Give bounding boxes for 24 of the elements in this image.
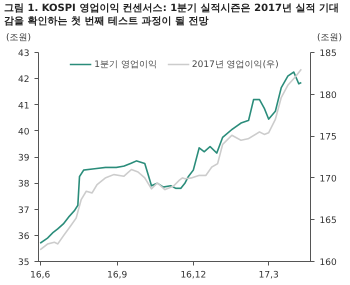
y-tick-label: 38 <box>18 180 30 190</box>
y2-tick-label: 185 <box>320 49 337 59</box>
y-tick-label: 39 <box>18 154 30 164</box>
x-tick-label: 16,6 <box>30 270 50 280</box>
x-tick-label: 16,12 <box>180 270 206 280</box>
chart-title: 그림 1. KOSPI 영업이익 컨센서스: 1분기 실적시즌은 2017년 실적 기대 감을 확인하는 첫 번째 테스트 과정이 될 전망 <box>4 2 340 28</box>
x-tick-label: 16,9 <box>107 270 128 280</box>
x-tick-label: 17,3 <box>258 270 279 280</box>
y2-tick-label: 170 <box>320 174 337 184</box>
y-tick-label: 41 <box>18 101 30 112</box>
y-tick-label: 37 <box>18 206 30 216</box>
y2-tick-label: 175 <box>320 132 337 143</box>
y-tick-label: 43 <box>18 49 30 59</box>
y2-tick-label: 180 <box>320 90 337 101</box>
y-tick-label: 40 <box>18 127 30 138</box>
y-axis-title: (조원) <box>6 32 32 45</box>
y2-tick-label: 160 <box>320 258 337 268</box>
legend-label: 1분기 영업이익 <box>94 58 157 70</box>
legend-label: 2017년 영업이익(우) <box>192 58 279 70</box>
y-tick-label: 42 <box>18 75 30 86</box>
y2-axis-title: (조원) <box>316 32 342 45</box>
y2-tick-label: 165 <box>320 216 337 226</box>
y-tick-label: 35 <box>18 258 30 268</box>
y-tick-label: 36 <box>18 232 30 242</box>
